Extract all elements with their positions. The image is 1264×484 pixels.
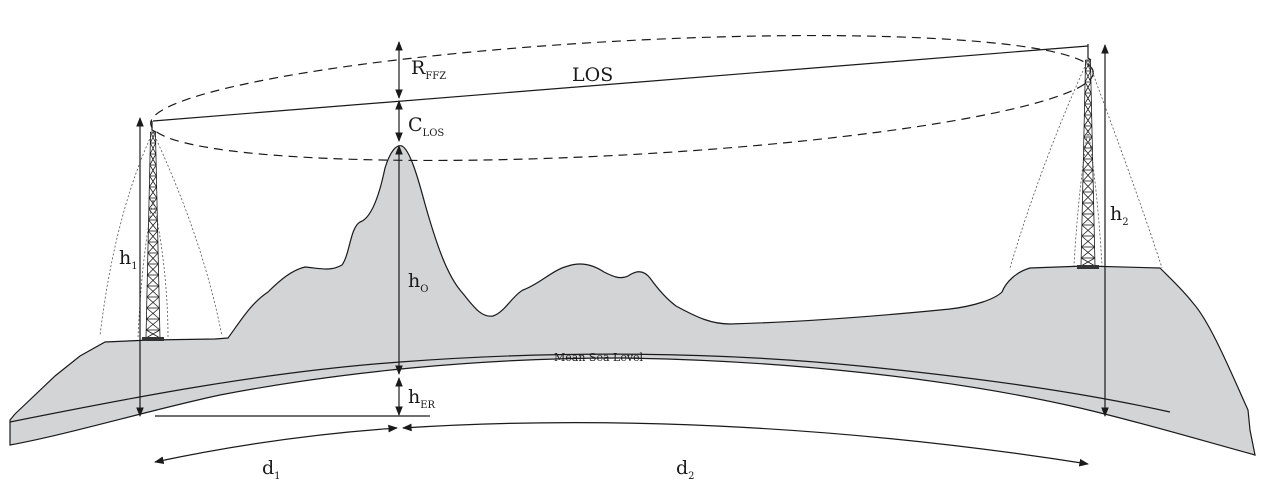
d1-arrow: [154, 424, 398, 464]
terrain-profile: [9, 145, 1256, 456]
label-c-los: CLOS: [408, 114, 444, 139]
mean-sea-level-curve: [9, 353, 1171, 423]
label-d1: d1: [262, 457, 281, 482]
label-h-er: hER: [408, 386, 436, 411]
label-los: LOS: [572, 64, 613, 86]
label-h1: h1: [119, 247, 138, 272]
right-antenna: [1087, 44, 1092, 61]
label-r-ffz: RFFZ: [411, 57, 446, 82]
label-d2: d2: [676, 457, 695, 482]
left-antenna: [151, 121, 157, 133]
left-tower: [142, 131, 164, 341]
fresnel-zone-ellipse: [150, 34, 1094, 162]
line-of-sight: [152, 45, 1089, 122]
label-h2: h2: [1110, 203, 1129, 228]
label-h-o: hO: [408, 270, 428, 295]
right-tower: [1077, 59, 1099, 269]
d2-arrow: [402, 422, 1089, 467]
left-tower-guy-wires: [99, 131, 223, 339]
label-mean-sea-level: Mean Sea Level: [554, 351, 644, 364]
